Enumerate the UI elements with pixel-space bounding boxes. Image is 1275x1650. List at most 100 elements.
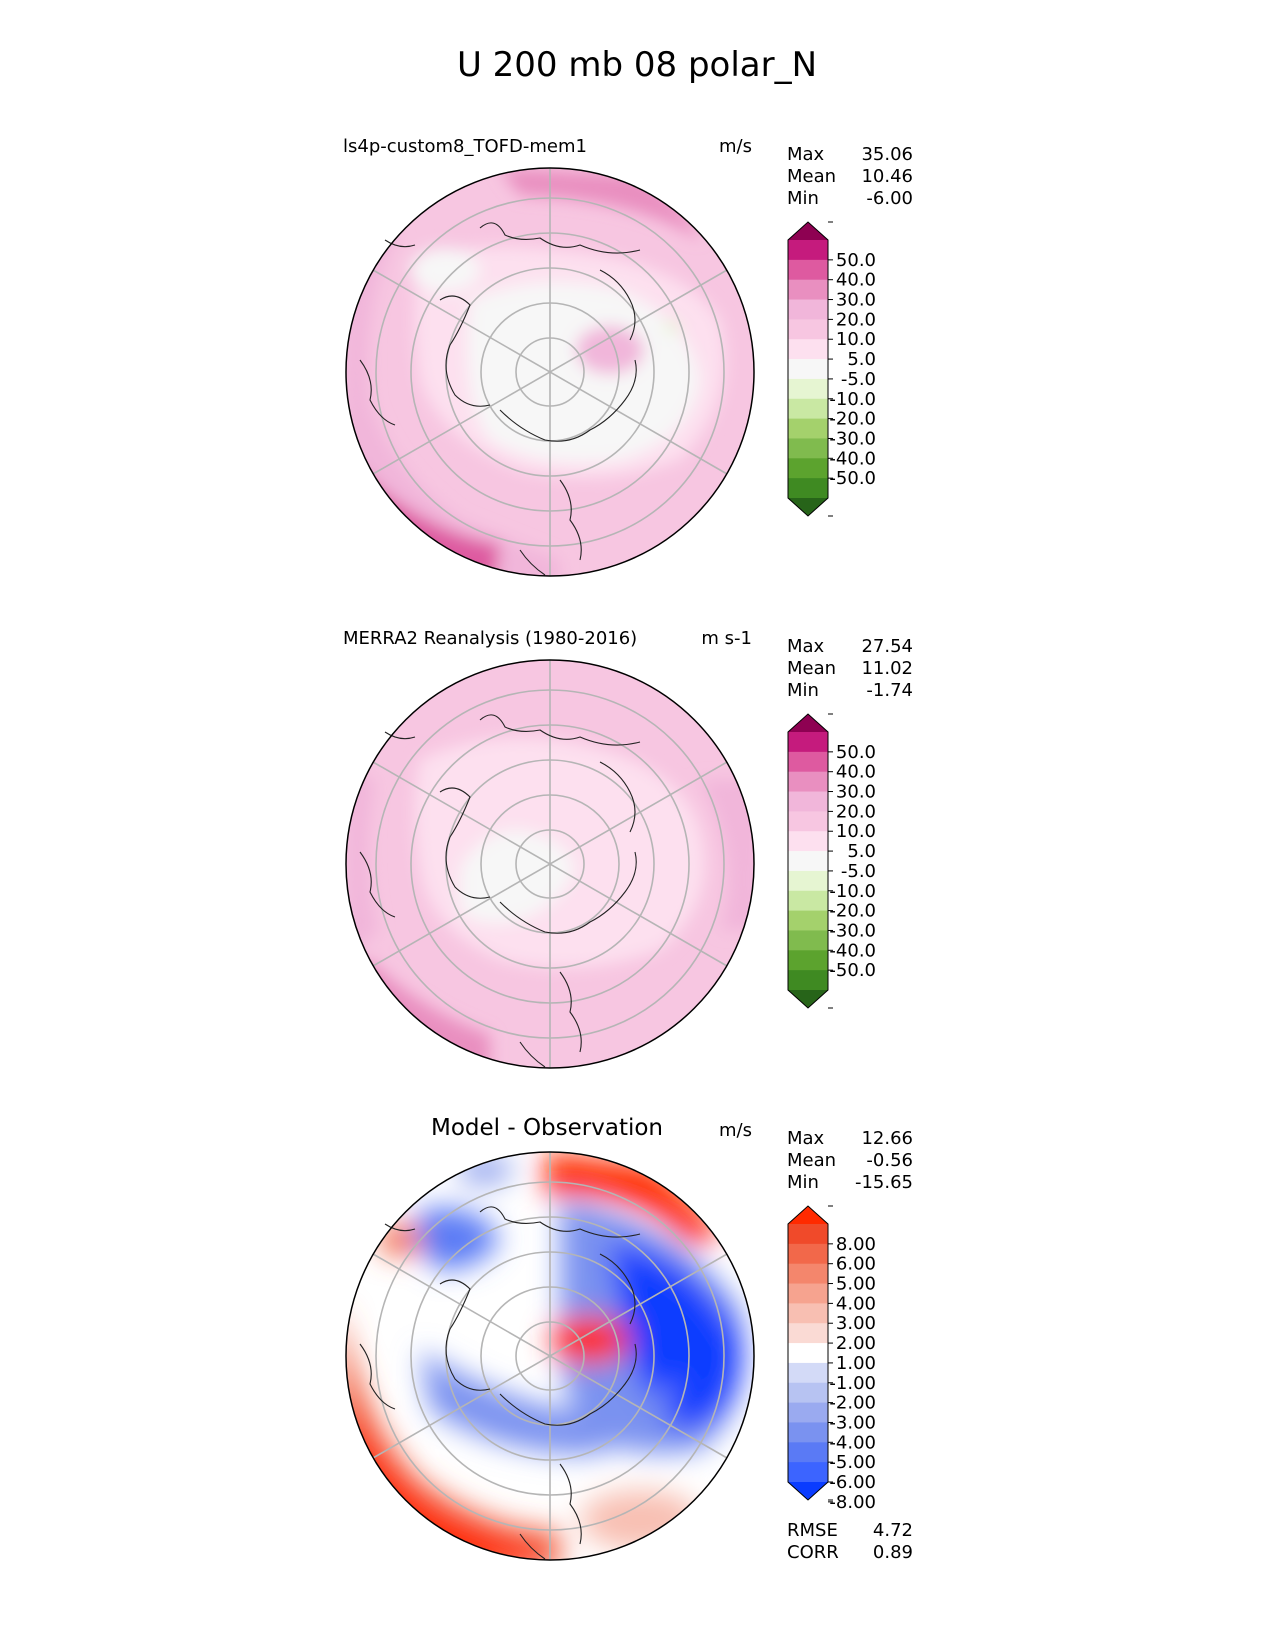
diff-colorbar-bin (788, 1283, 828, 1304)
diff-stat-mean-value: -0.56 (866, 1150, 913, 1171)
panel-diff-colorbar: 8.006.005.004.003.002.001.00-1.00-2.00-3… (787, 1205, 876, 1513)
model-colorbar-tick-label: 10.0 (836, 329, 876, 350)
panel-obs-stats: Max 27.54 Mean 11.02 Min -1.74 (787, 636, 913, 701)
panel-model-stats: Max 35.06 Mean 10.46 Min -6.00 (787, 144, 913, 209)
model-stat-mean-value: 10.46 (861, 166, 913, 187)
diff-colorbar-bin (788, 1362, 828, 1384)
model-colorbar-bin (788, 319, 828, 340)
obs-field-east-band (700, 780, 754, 930)
model-colorbar-bin (788, 398, 828, 420)
diff-colorbar-extend-min (788, 1482, 828, 1500)
diff-stat-max-value: 12.66 (861, 1128, 913, 1149)
obs-colorbar-tick-label: -30.0 (829, 920, 876, 941)
panel-diff: Model - Observation m/s (345, 1115, 913, 1563)
model-colorbar-bin (788, 259, 828, 281)
obs-colorbar-bin (788, 851, 828, 872)
obs-colorbar-bin (788, 831, 828, 852)
obs-colorbar-bin (788, 890, 828, 912)
obs-colorbar-bin (788, 732, 828, 753)
panel-model-colorbar: 50.040.030.020.010.05.0-5.0-10.0-20.0-30… (787, 221, 876, 517)
model-colorbar-bin (788, 418, 828, 440)
diff-colorbar-bin (788, 1442, 828, 1463)
diff-colorbar-tick-label: 5.00 (836, 1274, 876, 1295)
diff-field-southeast-positive (580, 1490, 700, 1550)
panel-diff-border (345, 1151, 755, 1561)
model-stat-max-label: Max (787, 144, 825, 165)
obs-colorbar-bin (788, 870, 828, 892)
panel-obs-coastlines (359, 714, 641, 1068)
model-colorbar-tick-label: 30.0 (836, 290, 876, 311)
model-colorbar-bin (788, 279, 828, 301)
model-colorbar-tick-label: 40.0 (836, 270, 876, 291)
diff-colorbar-bin (788, 1402, 828, 1424)
panel-diff-title: Model - Observation (431, 1115, 663, 1141)
obs-stat-max-label: Max (787, 636, 825, 657)
model-stat-min-value: -6.00 (866, 188, 913, 209)
obs-colorbar-tick-label: 30.0 (836, 782, 876, 803)
obs-colorbar-tick-label: -20.0 (829, 901, 876, 922)
panel-obs-colorbar: 50.040.030.020.010.05.0-5.0-10.0-20.0-30… (787, 713, 876, 1009)
model-field-west-band (346, 220, 560, 576)
model-colorbar-bin (788, 339, 828, 360)
diff-colorbar-tick-label: 8.00 (836, 1234, 876, 1255)
model-colorbar-tick-label: -20.0 (829, 409, 876, 430)
model-colorbar-tick-label: -50.0 (829, 468, 876, 489)
model-field-pole-pink (576, 326, 644, 374)
model-stat-min-label: Min (787, 188, 819, 209)
panel-diff-stats: Max 12.66 Mean -0.56 Min -15.65 (787, 1128, 913, 1193)
obs-stat-min-value: -1.74 (866, 680, 913, 701)
panel-diff-units: m/s (719, 1120, 752, 1141)
diff-colorbar-bin (788, 1343, 828, 1364)
diff-colorbar-tick-label: 6.00 (836, 1254, 876, 1275)
obs-stat-mean-value: 11.02 (861, 658, 913, 679)
model-colorbar-bin (788, 438, 828, 459)
diff-colorbar-extend-max (788, 1206, 828, 1224)
obs-stat-max-value: 27.54 (861, 636, 913, 657)
panel-model-coastlines (359, 222, 641, 576)
obs-colorbar-tick-label: 5.0 (847, 841, 876, 862)
diff-colorbar-tick-label: -4.00 (829, 1432, 876, 1453)
panel-model-title: ls4p-custom8_TOFD-mem1 (343, 136, 587, 157)
diff-colorbar-bin (788, 1382, 828, 1404)
obs-colorbar-tick-label: -50.0 (829, 960, 876, 981)
model-colorbar-tick-label: -5.0 (841, 369, 876, 390)
diff-field-north-positive (545, 1152, 720, 1245)
diff-stat-min-value: -15.65 (855, 1172, 913, 1193)
diff-metric-rmse-value: 4.72 (873, 1520, 913, 1541)
obs-colorbar-extend-max (788, 714, 828, 732)
obs-colorbar-tick-label: -40.0 (829, 940, 876, 961)
diff-field-northwest-positive (378, 1224, 422, 1256)
diff-colorbar-tick-label: -2.00 (829, 1393, 876, 1414)
diff-colorbar-bin (788, 1224, 828, 1245)
obs-colorbar-tick-label: 40.0 (836, 762, 876, 783)
figure-title: U 200 mb 08 polar_N (457, 45, 817, 85)
model-colorbar-bin (788, 240, 828, 261)
obs-colorbar-bin (788, 791, 828, 812)
diff-colorbar-tick-label: 3.00 (836, 1313, 876, 1334)
panel-diff-coastlines (359, 1206, 641, 1560)
obs-colorbar-outline (787, 713, 829, 1009)
obs-field-west-band (346, 770, 378, 960)
model-colorbar-tick-label: 50.0 (836, 250, 876, 271)
model-field-west-lobe (410, 248, 480, 292)
model-colorbar-bin (788, 458, 828, 479)
diff-stat-mean-label: Mean (787, 1150, 836, 1171)
model-colorbar-tick-label: -40.0 (829, 448, 876, 469)
obs-colorbar-bin (788, 811, 828, 832)
obs-colorbar-tick-label: -10.0 (829, 881, 876, 902)
diff-field-east-negative-core (610, 1240, 741, 1430)
obs-colorbar-bin (788, 910, 828, 932)
model-colorbar-tick-label: -10.0 (829, 389, 876, 410)
obs-stat-min-label: Min (787, 680, 819, 701)
diff-metric-corr-label: CORR (787, 1542, 839, 1563)
panel-model-border (345, 167, 755, 577)
model-colorbar-outline (787, 221, 829, 517)
diff-metric-corr-value: 0.89 (873, 1542, 913, 1563)
model-field-green-spot (664, 321, 680, 333)
diff-stat-max-label: Max (787, 1128, 825, 1149)
model-colorbar-extend-max (788, 222, 828, 240)
panel-obs-border (345, 659, 755, 1069)
obs-colorbar-tick-label: 20.0 (836, 801, 876, 822)
diff-field-pole-positive (550, 1316, 630, 1364)
